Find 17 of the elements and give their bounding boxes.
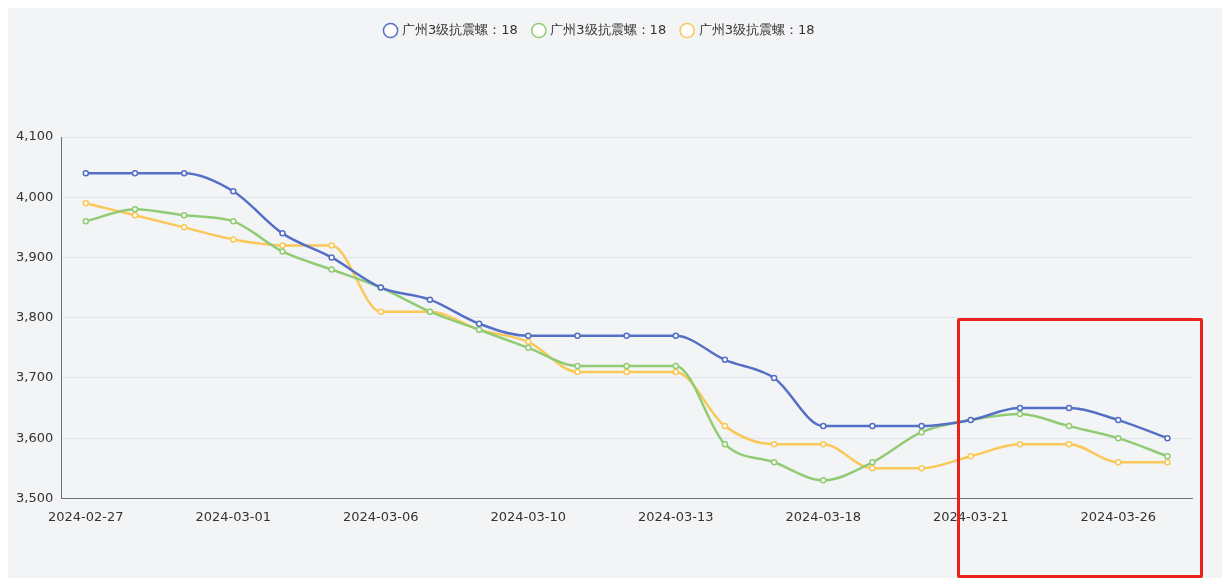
x-tick-label: 2024-03-10 (490, 508, 567, 524)
legend-label: 广州3级抗震螺：18 (550, 21, 667, 37)
y-tick-label: 3,500 (16, 489, 54, 505)
x-tick-label: 2024-02-27 (48, 508, 124, 524)
x-tick-label: 2024-03-06 (343, 508, 419, 524)
y-tick-label: 4,000 (16, 188, 54, 204)
y-tick-label: 4,100 (16, 128, 54, 144)
legend-label: 广州3级抗震螺：18 (698, 21, 815, 37)
x-tick-label: 2024-03-26 (1080, 508, 1157, 524)
y-tick-label: 3,800 (16, 309, 54, 325)
x-tick-label: 2024-03-18 (785, 508, 862, 524)
y-tick-label: 3,900 (16, 248, 54, 264)
y-tick-label: 3,700 (16, 369, 54, 385)
x-tick-label: 2024-03-13 (637, 508, 714, 524)
y-tick-label: 3,600 (16, 429, 54, 445)
legend-label: 广州3级抗震螺：18 (402, 21, 518, 37)
x-tick-label: 2024-03-01 (195, 508, 272, 524)
